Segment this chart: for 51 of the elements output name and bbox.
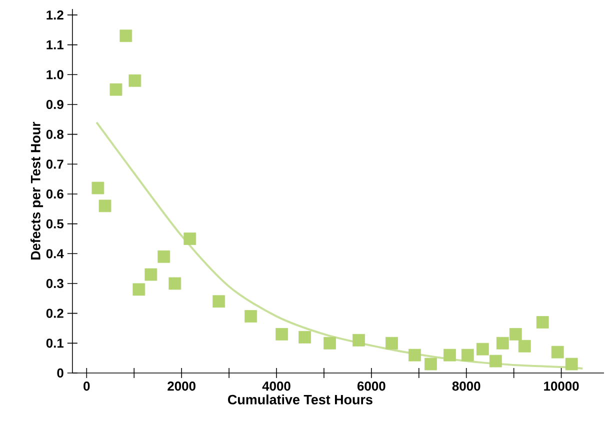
point xyxy=(120,30,132,42)
y-tick-label: 0.6 xyxy=(46,189,64,199)
x-tick-label: 10000 xyxy=(544,382,579,391)
y-tick-label: 0.2 xyxy=(46,308,64,318)
y-tick-label: 0.9 xyxy=(46,100,64,110)
point xyxy=(298,330,311,344)
point xyxy=(158,250,170,263)
point xyxy=(476,342,489,356)
x-tick-label: 6000 xyxy=(357,382,386,391)
x-axis-title: Cumulative Test Hours xyxy=(228,394,372,404)
point xyxy=(98,200,112,212)
y-tick-label: 0.1 xyxy=(46,338,64,348)
point xyxy=(565,358,578,370)
point xyxy=(132,283,146,296)
point xyxy=(509,328,522,340)
point xyxy=(444,348,456,362)
point xyxy=(386,336,398,350)
point xyxy=(496,336,509,350)
point xyxy=(168,277,182,290)
point xyxy=(424,358,437,370)
point xyxy=(536,316,549,328)
point xyxy=(212,295,226,308)
x-tick-label: 2000 xyxy=(168,382,196,391)
point xyxy=(128,74,142,87)
point xyxy=(276,328,288,340)
x-tick-label: 4000 xyxy=(262,382,290,391)
x-tick-label: 0 xyxy=(84,382,90,391)
line-series xyxy=(96,121,584,370)
x-tick-label: 8000 xyxy=(452,382,480,391)
y-tick-label: 0.3 xyxy=(46,278,64,288)
y-tick-label: 1.2 xyxy=(46,10,64,20)
point xyxy=(408,348,421,362)
point xyxy=(551,346,564,358)
point xyxy=(184,232,196,245)
y-axis-title: Defects per Test Hour xyxy=(30,122,44,260)
y-tick-label: 1.1 xyxy=(46,40,64,50)
point xyxy=(144,268,158,281)
point xyxy=(489,354,502,368)
point xyxy=(324,336,336,350)
point xyxy=(110,83,122,96)
y-tick-label: 0.5 xyxy=(46,219,64,228)
point xyxy=(244,310,258,323)
y-tick-label: 0.7 xyxy=(46,160,64,169)
y-tick-label: 1.0 xyxy=(46,70,64,80)
y-tick-label: 0 xyxy=(57,368,64,378)
point xyxy=(461,348,474,362)
point xyxy=(352,334,365,346)
y-tick-label: 0.8 xyxy=(46,130,64,139)
point xyxy=(518,340,531,352)
point xyxy=(92,182,104,194)
y-tick-label: 0.4 xyxy=(46,249,64,258)
